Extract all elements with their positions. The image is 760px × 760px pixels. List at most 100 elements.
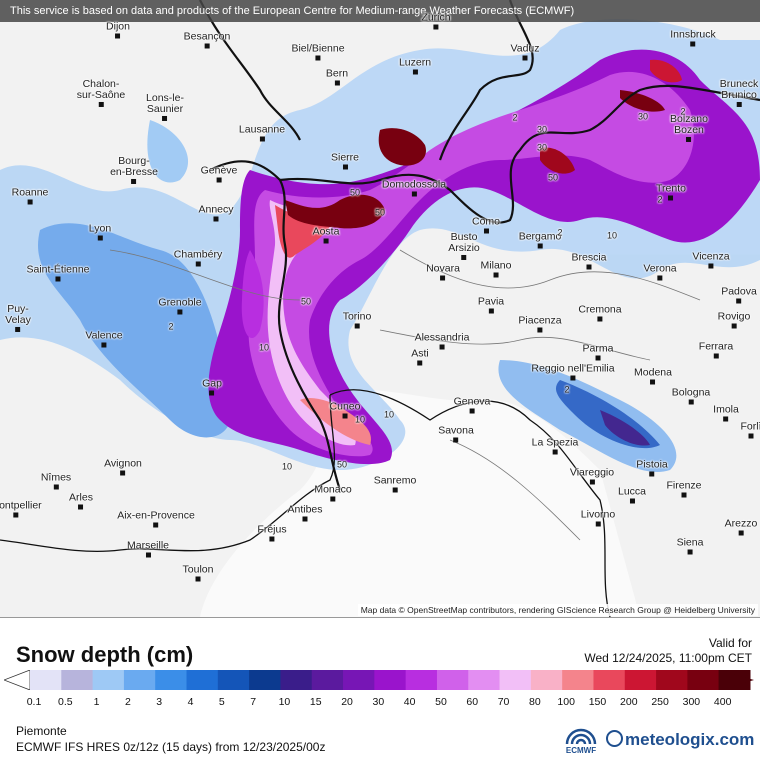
colorbar-swatch (405, 670, 438, 690)
city-label: Trento (656, 183, 686, 201)
city-marker-icon (629, 498, 635, 504)
colorbar-tick-label: 0.1 (26, 696, 42, 708)
city-marker-icon (55, 276, 61, 282)
contour-label: 50 (547, 172, 559, 183)
contour-label: 10 (281, 461, 293, 472)
city-label: Puy- Velay (5, 303, 31, 333)
contour-label: 50 (336, 459, 348, 470)
city-label: Alessandria (415, 332, 469, 350)
valid-label: Valid for (708, 636, 752, 650)
meteologix-brand[interactable]: meteologix.com (606, 730, 754, 750)
city-label: Arles (69, 492, 93, 510)
city-marker-icon (748, 433, 754, 439)
colorbar-ticks: 0.1 0.5 1 2 3 4 5 7 10 15 20 30 40 50 60 70 80 100 150 200 2… (0, 696, 760, 710)
city-label: Nîmes (41, 472, 71, 490)
colorbar-tick-label: 4 (187, 696, 194, 708)
city-label: Viareggio (570, 467, 614, 485)
city-marker-icon (440, 275, 446, 281)
city-label: Pavia (478, 296, 504, 314)
city-label: Zürich (421, 12, 451, 30)
city-marker-icon (595, 355, 601, 361)
city-marker-icon (690, 41, 696, 47)
city-marker-icon (315, 55, 321, 61)
city-marker-icon (713, 353, 719, 359)
city-label: Forlì (741, 421, 760, 439)
city-marker-icon (738, 530, 744, 536)
city-label: Bologna (672, 387, 710, 405)
city-label: Fréjus (257, 524, 287, 542)
city-marker-icon (101, 342, 107, 348)
colorbar-swatch (155, 670, 188, 690)
city-label: Torino (343, 311, 371, 329)
map-attribution: Map data © OpenStreetMap contributors, r… (357, 604, 758, 616)
city-marker-icon (461, 255, 467, 261)
colorbar-tick-label: 100 (557, 696, 575, 708)
colorbar-tick-label: 0.5 (57, 696, 73, 708)
city-marker-icon (708, 263, 714, 269)
colorbar-tick-label: 10 (278, 696, 291, 708)
colorbar-swatch (530, 670, 563, 690)
city-label: Domodossola (382, 179, 446, 197)
city-marker-icon (731, 323, 737, 329)
city-marker-icon (687, 549, 693, 555)
contour-label: 2 (168, 321, 174, 332)
colorbar-tick-label: 30 (372, 696, 385, 708)
city-label: La Spezia (532, 437, 578, 455)
city-marker-icon (204, 43, 210, 49)
colorbar-tick-label: 5 (218, 696, 225, 708)
city-label: Busto Arsizio (448, 231, 480, 261)
city-label: Montpellier (0, 500, 42, 518)
meteologix-logo-icon (606, 730, 623, 747)
colorbar-swatch (61, 670, 94, 690)
city-label: Cremona (578, 304, 622, 322)
city-marker-icon (342, 413, 348, 419)
city-label: Siena (677, 537, 703, 555)
city-label: Bergamo (519, 231, 561, 249)
model-info: ECMWF IFS HRES 0z/12z (15 days) from 12/… (16, 740, 326, 754)
colorbar-tick-label: 40 (403, 696, 416, 708)
valid-time: Wed 12/24/2025, 11:00pm CET (584, 651, 752, 665)
city-label: Gap (202, 378, 222, 396)
contour-label: 10 (258, 342, 270, 353)
colorbar-tick-label: 60 (466, 696, 479, 708)
city-label: Milano (481, 260, 511, 278)
city-marker-icon (53, 484, 59, 490)
city-label: Chalon-sur-Saône (77, 78, 125, 108)
city-label: Roanne (12, 187, 48, 205)
colorbar-tick-label: 300 (682, 696, 701, 708)
ecmwf-banner: This service is based on data and produc… (0, 0, 760, 22)
colorbar-tick-label: 400 (713, 696, 732, 708)
city-label: Bern (326, 68, 348, 86)
city-marker-icon (537, 327, 543, 333)
city-marker-icon (469, 408, 475, 414)
city-marker-icon (78, 504, 84, 510)
city-label: Bolzano Bozen (670, 113, 708, 143)
city-marker-icon (213, 216, 219, 222)
ecmwf-logo-text: ECMWF (565, 746, 597, 755)
city-marker-icon (131, 179, 137, 185)
contour-label: 30 (536, 124, 548, 135)
city-marker-icon (354, 323, 360, 329)
colorbar-swatch (186, 670, 219, 690)
weather-map[interactable]: This service is based on data and produc… (0, 0, 760, 618)
contour-label: 30 (536, 142, 548, 153)
colorbar-tick-label: 2 (124, 696, 131, 708)
city-label: Marseille (127, 540, 169, 558)
city-label: Bruneck Brunico (720, 78, 758, 108)
city-label: Modena (634, 367, 672, 385)
city-marker-icon (688, 399, 694, 405)
city-label: Chambéry (174, 249, 222, 267)
city-marker-icon (488, 308, 494, 314)
city-label: Aosta (313, 226, 339, 244)
contour-label: 10 (383, 409, 395, 420)
colorbar-min-arrow (4, 670, 31, 690)
city-marker-icon (453, 437, 459, 443)
contour-label: 2 (680, 106, 686, 117)
colorbar-swatch (624, 670, 657, 690)
city-marker-icon (162, 116, 168, 122)
city-label: Saint-Étienne (26, 264, 90, 282)
city-marker-icon (412, 69, 418, 75)
ecmwf-logo: ECMWF (563, 728, 599, 758)
colorbar-tick-label: 150 (588, 696, 607, 708)
city-label: Livorno (581, 509, 615, 527)
